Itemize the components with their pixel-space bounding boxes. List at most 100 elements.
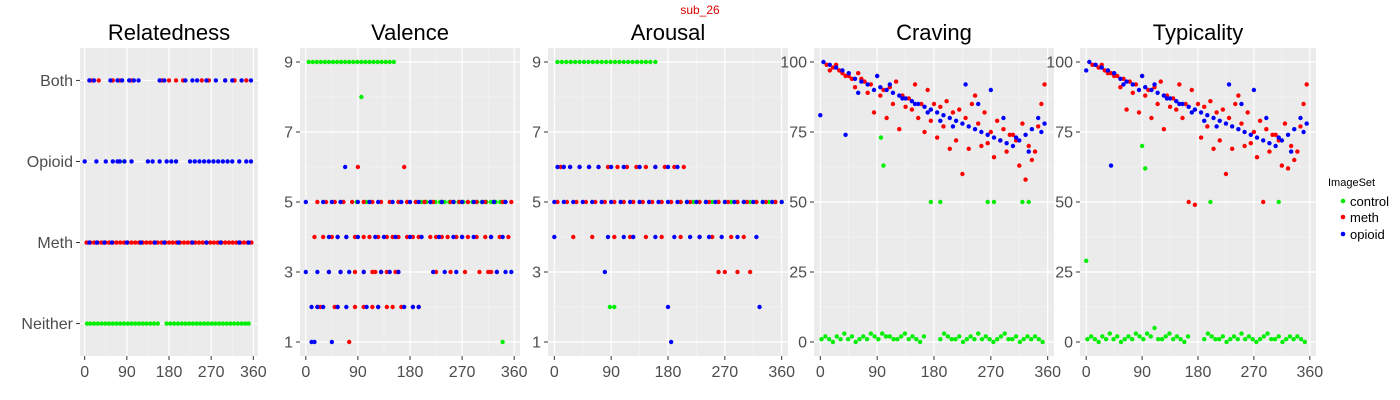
- legend-item-control: control: [1340, 194, 1389, 209]
- point-control: [639, 59, 644, 65]
- point-meth: [1167, 104, 1173, 110]
- point-control: [310, 59, 315, 65]
- point-opioid: [94, 159, 99, 164]
- point-meth: [950, 110, 956, 115]
- point-control: [626, 59, 631, 65]
- point-meth: [856, 71, 861, 76]
- point-meth: [919, 101, 924, 107]
- point-opioid: [1130, 82, 1135, 87]
- point-opioid: [342, 164, 348, 170]
- point-meth: [681, 164, 686, 170]
- series-control: [84, 159, 251, 326]
- x-tick-label: 180: [1185, 364, 1212, 381]
- point-opioid: [561, 199, 566, 205]
- point-opioid: [552, 199, 557, 205]
- point-control: [314, 59, 319, 65]
- y-tick-label: 0: [1064, 335, 1073, 352]
- point-opioid: [1149, 87, 1154, 93]
- y-tick-label: 100: [780, 55, 807, 72]
- point-control: [895, 337, 900, 342]
- point-control: [84, 321, 90, 326]
- point-meth: [687, 199, 693, 205]
- point-opioid: [378, 269, 384, 275]
- point-meth: [1198, 135, 1204, 140]
- point-opioid: [1248, 132, 1253, 137]
- point-control: [168, 321, 173, 326]
- point-opioid: [355, 234, 361, 240]
- point-meth: [1195, 101, 1201, 107]
- point-control: [1084, 258, 1089, 263]
- point-opioid: [732, 199, 737, 205]
- point-meth: [830, 65, 836, 70]
- x-tick-label: 270: [1241, 364, 1268, 381]
- point-opioid: [157, 78, 162, 83]
- point-opioid: [735, 234, 740, 240]
- point-opioid: [1189, 110, 1194, 115]
- point-opioid: [361, 269, 366, 275]
- point-meth: [170, 240, 175, 245]
- point-opioid: [966, 124, 971, 129]
- point-opioid: [1121, 82, 1126, 87]
- point-control: [607, 304, 613, 310]
- point-opioid: [963, 82, 968, 87]
- point-meth: [352, 269, 358, 275]
- point-meth: [612, 199, 617, 205]
- point-opioid: [865, 82, 870, 87]
- point-control: [322, 59, 328, 65]
- point-opioid: [459, 234, 465, 240]
- point-control: [910, 334, 915, 339]
- point-opioid: [187, 159, 193, 164]
- point-control: [359, 94, 364, 100]
- point-opioid: [1042, 121, 1047, 126]
- point-meth: [982, 110, 987, 115]
- point-meth: [912, 82, 918, 87]
- point-opioid: [703, 199, 709, 205]
- point-control: [243, 321, 248, 326]
- point-control: [201, 321, 207, 326]
- panel-typicality: 0 90 180 270 360 0 25 50 75 100 Typicality: [1046, 20, 1323, 381]
- point-control: [387, 59, 392, 65]
- point-opioid: [237, 159, 242, 164]
- point-opioid: [355, 199, 361, 205]
- point-opioid: [985, 132, 990, 137]
- point-opioid: [1198, 110, 1204, 115]
- point-control: [976, 331, 981, 336]
- point-opioid: [344, 304, 349, 310]
- point-meth: [133, 240, 138, 245]
- point-opioid: [706, 234, 712, 240]
- point-meth: [1261, 199, 1266, 205]
- point-control: [938, 337, 943, 342]
- point-opioid: [109, 240, 115, 245]
- y-tick-label: Opioid: [27, 154, 73, 171]
- point-control: [1231, 334, 1237, 339]
- point-control: [1006, 337, 1011, 342]
- point-control: [110, 321, 115, 326]
- point-opioid: [173, 159, 179, 164]
- point-opioid: [741, 199, 746, 205]
- point-meth: [744, 199, 750, 205]
- point-meth: [355, 164, 361, 170]
- point-opioid: [960, 121, 965, 126]
- panels: 0 90 180 270 360NeitherMethOpioidBothRelated…: [21, 20, 1323, 381]
- point-control: [1257, 337, 1263, 342]
- point-meth: [1229, 146, 1235, 151]
- point-opioid: [338, 269, 343, 275]
- point-meth: [890, 101, 896, 107]
- point-opioid: [697, 234, 702, 240]
- point-opioid: [821, 59, 826, 65]
- point-opioid: [190, 240, 195, 245]
- point-meth: [925, 87, 930, 93]
- point-meth: [903, 104, 908, 110]
- point-opioid: [451, 234, 456, 240]
- y-tick-label: 75: [789, 125, 807, 142]
- point-control: [1202, 337, 1207, 342]
- point-opioid: [115, 78, 120, 83]
- point-meth: [593, 199, 598, 205]
- point-opioid: [665, 304, 671, 310]
- legend-item-opioid: opioid: [1340, 227, 1385, 242]
- point-control: [1152, 325, 1157, 331]
- point-meth: [884, 115, 889, 121]
- legend-title: ImageSet: [1328, 177, 1375, 189]
- panel-title: Craving: [896, 20, 972, 45]
- point-opioid: [122, 159, 127, 164]
